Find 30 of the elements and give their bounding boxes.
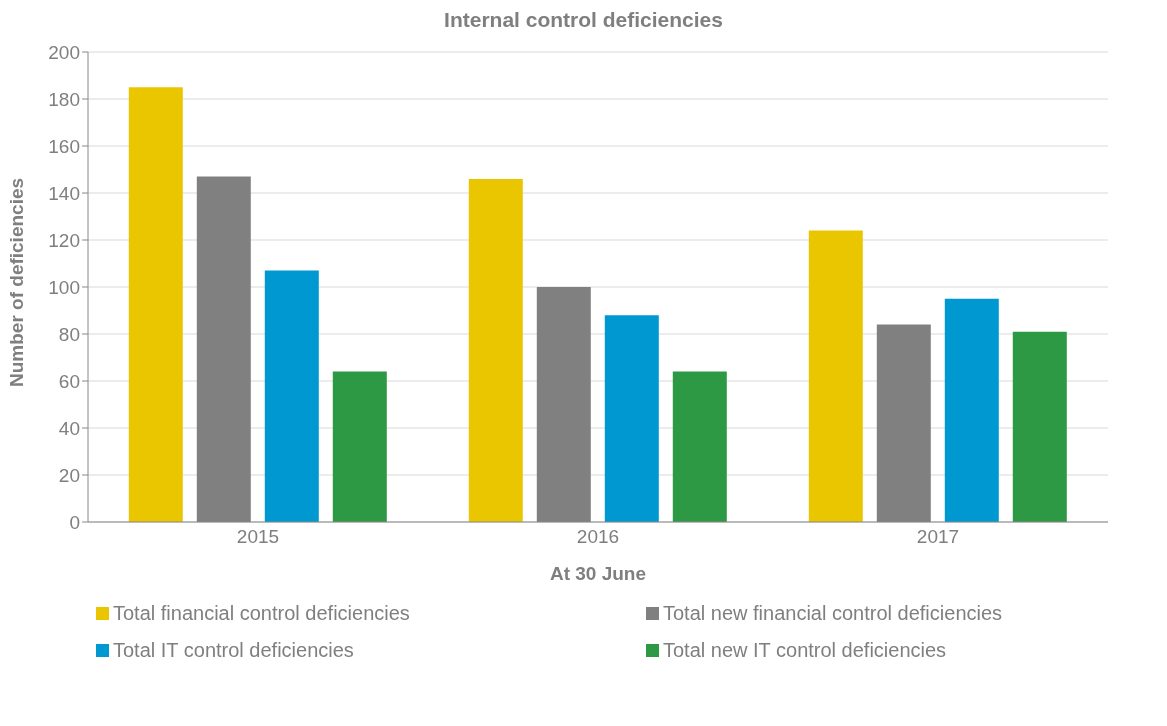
legend-label: Total new financial control deficiencies — [663, 602, 1003, 625]
legend-label: Total financial control deficiencies — [113, 602, 410, 625]
bar — [468, 178, 523, 522]
bar — [264, 270, 319, 522]
y-tick-label: 100 — [48, 276, 80, 298]
x-tick-label: 2017 — [916, 526, 960, 548]
legend-label: Total new IT control deficiencies — [663, 639, 947, 662]
y-tick-label: 120 — [48, 229, 80, 251]
chart-title: Internal control deficiencies — [443, 8, 724, 32]
legend-label: Total IT control deficiencies — [113, 639, 354, 662]
y-tick-label: 80 — [58, 323, 80, 345]
bar — [604, 315, 659, 522]
bar — [672, 371, 727, 522]
y-tick-label: 200 — [48, 41, 80, 63]
bar — [1012, 331, 1067, 522]
bar — [944, 298, 999, 522]
y-tick-label: 0 — [69, 511, 80, 533]
y-tick-label: 140 — [48, 182, 80, 204]
y-axis-title: Number of deficiencies — [5, 177, 27, 387]
x-tick-label: 2015 — [236, 526, 280, 548]
bar — [128, 87, 183, 522]
y-tick-label: 180 — [48, 88, 80, 110]
bar — [808, 230, 863, 522]
x-tick-label: 2016 — [576, 526, 620, 548]
y-tick-label: 20 — [58, 464, 80, 486]
x-axis-title: At 30 June — [549, 563, 647, 584]
bar — [332, 371, 387, 522]
y-tick-label: 160 — [48, 135, 80, 157]
y-tick-label: 40 — [58, 417, 80, 439]
y-tick-label: 60 — [58, 370, 80, 392]
